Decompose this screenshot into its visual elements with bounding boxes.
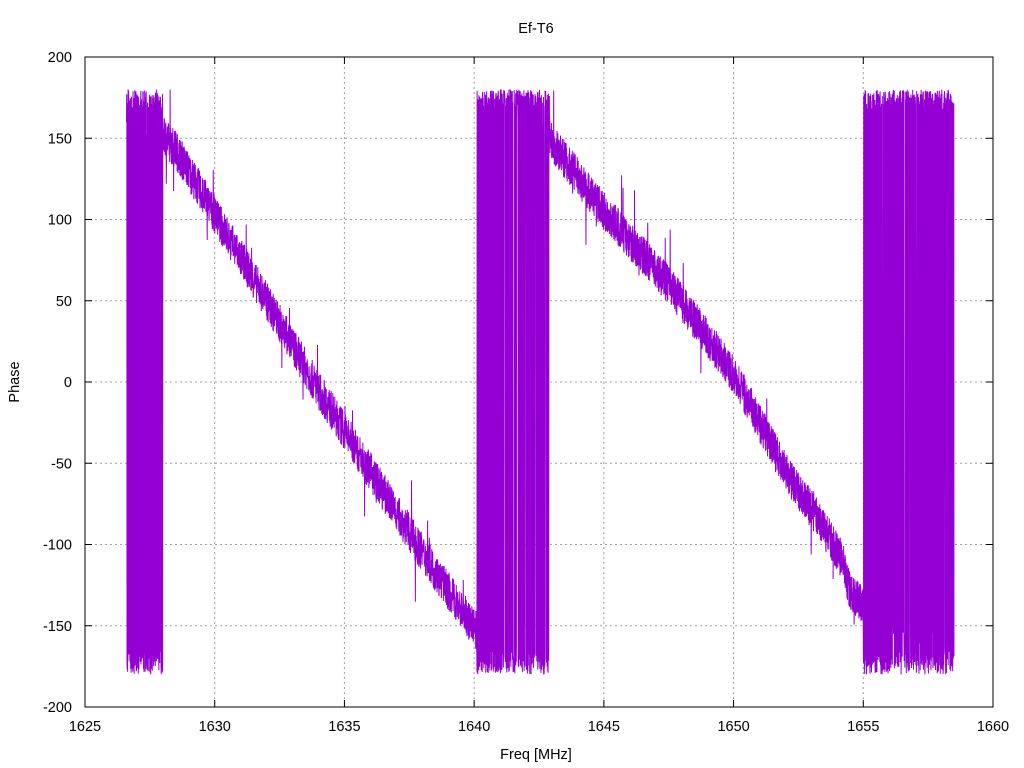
- x-tick-label: 1645: [588, 719, 620, 735]
- y-tick-label: -150: [43, 619, 72, 635]
- y-tick-label: 100: [48, 213, 72, 229]
- x-tick-label: 1640: [458, 719, 490, 735]
- y-tick-label: -50: [51, 456, 72, 472]
- x-tick-label: 1630: [199, 719, 231, 735]
- y-tick-label: 200: [48, 50, 72, 66]
- axis-ticks: 1625 1630 1635 1640 1645 1650 1655 1660 -200 -150…: [43, 50, 1009, 735]
- y-tick-label: -100: [43, 538, 72, 554]
- y-tick-label: 50: [56, 294, 72, 310]
- y-tick-label: -200: [43, 700, 72, 716]
- x-tick-label: 1625: [69, 719, 101, 735]
- x-tick-label: 1650: [717, 719, 749, 735]
- chart-title: Ef-T6: [518, 21, 553, 37]
- y-axis-label: Phase: [7, 361, 23, 402]
- y-tick-label: 150: [48, 131, 72, 147]
- x-tick-label: 1655: [847, 719, 879, 735]
- x-axis-label: Freq [MHz]: [500, 747, 572, 763]
- x-tick-label: 1635: [328, 719, 360, 735]
- data-series: [126, 89, 955, 675]
- y-tick-label: 0: [64, 375, 72, 391]
- series-line-0: [126, 89, 955, 675]
- x-tick-label: 1660: [977, 719, 1009, 735]
